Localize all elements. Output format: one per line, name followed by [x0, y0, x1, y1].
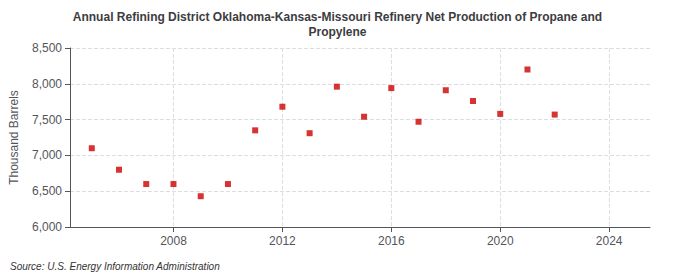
- svg-text:Annual Refining District Oklah: Annual Refining District Oklahoma-Kansas…: [73, 10, 602, 24]
- svg-text:8,500: 8,500: [32, 41, 62, 55]
- svg-text:2020: 2020: [487, 234, 514, 248]
- svg-text:6,500: 6,500: [32, 184, 62, 198]
- svg-text:8,000: 8,000: [32, 77, 62, 91]
- svg-text:2008: 2008: [160, 234, 187, 248]
- svg-text:2016: 2016: [378, 234, 405, 248]
- svg-text:6,000: 6,000: [32, 220, 62, 234]
- svg-text:Thousand Barrels: Thousand Barrels: [7, 90, 21, 185]
- svg-text:7,500: 7,500: [32, 113, 62, 127]
- svg-text:2024: 2024: [596, 234, 623, 248]
- svg-text:7,000: 7,000: [32, 148, 62, 162]
- svg-text:2012: 2012: [269, 234, 296, 248]
- svg-text:Propylene: Propylene: [308, 25, 366, 39]
- svg-text:Source: U.S. Energy Informatio: Source: U.S. Energy Information Administ…: [10, 261, 220, 272]
